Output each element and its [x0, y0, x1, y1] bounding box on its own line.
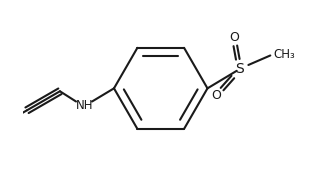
Text: O: O: [211, 89, 221, 102]
Text: O: O: [229, 31, 239, 44]
Text: S: S: [235, 62, 244, 76]
Text: CH₃: CH₃: [273, 48, 295, 61]
Text: NH: NH: [76, 99, 93, 112]
